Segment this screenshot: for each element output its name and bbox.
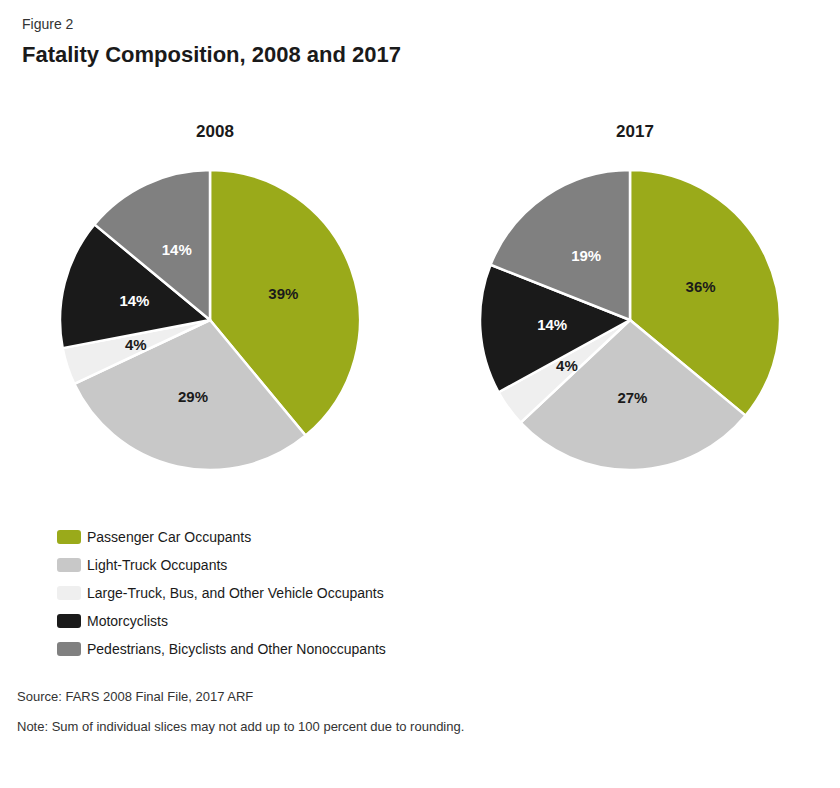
svg-text:19%: 19% xyxy=(571,247,601,264)
svg-text:Light-Truck Occupants: Light-Truck Occupants xyxy=(87,557,227,573)
svg-text:Fatality Composition, 2008 and: Fatality Composition, 2008 and 2017 xyxy=(22,42,401,67)
svg-text:Figure 2: Figure 2 xyxy=(22,16,74,32)
svg-text:39%: 39% xyxy=(268,285,298,302)
svg-text:4%: 4% xyxy=(556,357,578,374)
svg-text:Note: Sum of individual slices: Note: Sum of individual slices may not a… xyxy=(17,719,464,734)
svg-text:Passenger Car Occupants: Passenger Car Occupants xyxy=(87,529,251,545)
svg-text:4%: 4% xyxy=(125,336,147,353)
svg-text:14%: 14% xyxy=(162,241,192,258)
svg-text:36%: 36% xyxy=(686,278,716,295)
svg-text:Large-Truck, Bus, and Other Ve: Large-Truck, Bus, and Other Vehicle Occu… xyxy=(87,585,384,601)
svg-text:2017: 2017 xyxy=(616,122,654,141)
svg-text:14%: 14% xyxy=(119,292,149,309)
svg-text:2008: 2008 xyxy=(196,122,234,141)
svg-text:Motorcyclists: Motorcyclists xyxy=(87,613,168,629)
svg-text:Pedestrians, Bicyclists and Ot: Pedestrians, Bicyclists and Other Nonocc… xyxy=(87,641,386,657)
svg-text:27%: 27% xyxy=(617,389,647,406)
svg-text:29%: 29% xyxy=(178,388,208,405)
svg-text:Source: FARS 2008 Final File,: Source: FARS 2008 Final File, 2017 ARF xyxy=(17,689,253,704)
svg-text:14%: 14% xyxy=(537,316,567,333)
